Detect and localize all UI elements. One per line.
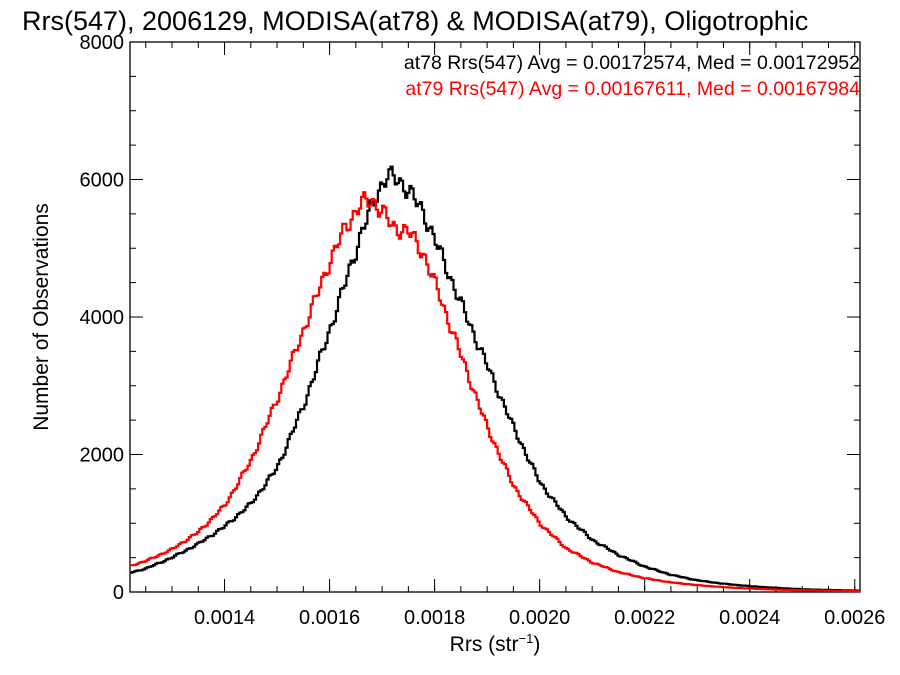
legend-entry-at78: at78 Rrs(547) Avg = 0.00172574, Med = 0.… [404, 52, 860, 74]
y-tick-label: 6000 [80, 170, 125, 192]
x-tick-label: 0.0020 [509, 607, 570, 629]
x-axis: 0.0014 0.0016 0.0018 0.0020 0.0022 0.0024 0.00… [145, 42, 885, 629]
x-axis-label-close: ) [533, 633, 540, 656]
plot-frame [129, 41, 861, 593]
chart-title: Rrs(547), 2006129, MODISA(at78) & MODISA… [22, 6, 808, 36]
y-tick-label: 4000 [80, 307, 125, 329]
legend-entry-at79: at79 Rrs(547) Avg = 0.00167611, Med = 0.… [405, 78, 860, 100]
x-tick-label: 0.0014 [194, 607, 255, 629]
x-axis-label: Rrs (str−1) [450, 631, 541, 656]
x-tick-label: 0.0022 [614, 607, 675, 629]
series-layer [130, 165, 860, 593]
y-tick-label: 2000 [80, 445, 125, 467]
x-axis-label-text: Rrs (str [450, 633, 519, 656]
x-tick-label: 0.0026 [824, 607, 885, 629]
x-tick-label: 0.0018 [404, 607, 465, 629]
series-line-at79 [130, 191, 860, 593]
y-tick-label: 8000 [80, 32, 125, 54]
y-axis: 0 2000 4000 6000 8000 [80, 32, 860, 604]
x-tick-label: 0.0024 [719, 607, 780, 629]
x-tick-label: 0.0016 [299, 607, 360, 629]
x-axis-label-superscript: −1 [519, 631, 534, 646]
y-axis-label: Number of Observations [30, 203, 53, 431]
y-tick-label: 0 [113, 582, 124, 604]
series-line-at78 [130, 165, 860, 592]
